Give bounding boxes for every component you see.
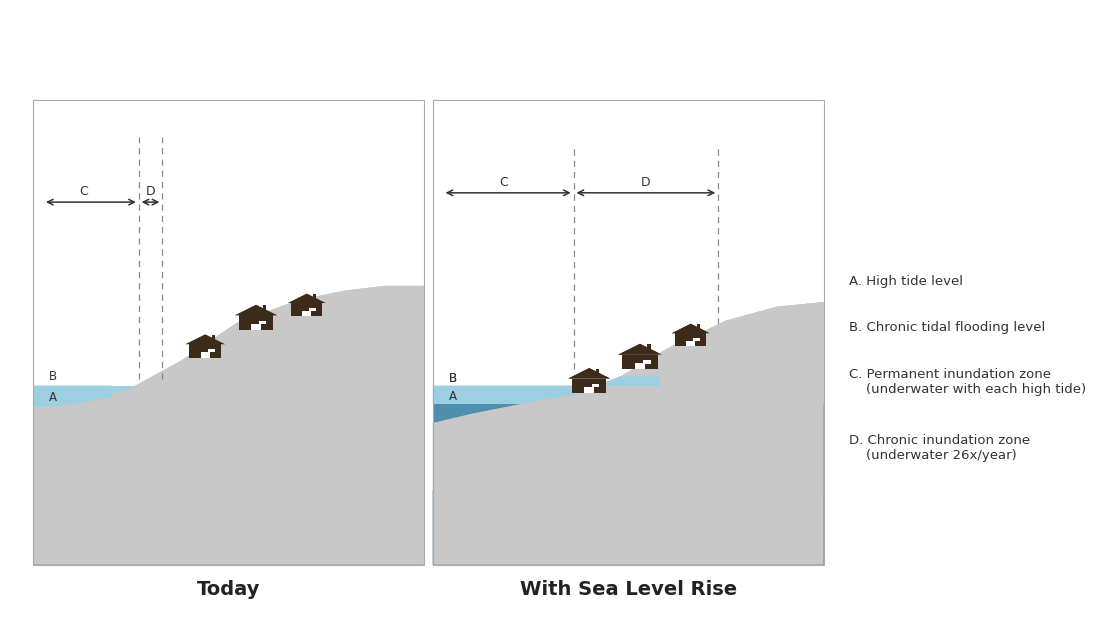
Bar [33, 407, 424, 565]
Bar [697, 324, 700, 329]
Bar [592, 384, 599, 387]
Bar [686, 341, 695, 346]
Text: With Sea Level Rise: With Sea Level Rise [519, 580, 737, 599]
Bar [433, 404, 824, 565]
Bar [697, 324, 700, 329]
Bar [189, 344, 221, 358]
Bar [585, 387, 594, 392]
Polygon shape [33, 386, 111, 407]
Bar [643, 360, 650, 364]
Polygon shape [672, 324, 710, 333]
Bar [596, 369, 599, 374]
Bar [33, 100, 424, 565]
Bar [212, 335, 215, 340]
Polygon shape [234, 305, 278, 315]
Bar [596, 369, 599, 374]
Bar [259, 321, 266, 324]
Bar [694, 338, 700, 341]
Bar [433, 404, 824, 565]
Polygon shape [433, 444, 824, 565]
Bar [208, 349, 215, 353]
Bar [573, 379, 606, 392]
Bar [573, 379, 606, 392]
Text: A: A [49, 391, 57, 404]
Bar [433, 386, 824, 404]
Bar [675, 333, 706, 346]
Bar [686, 341, 695, 346]
Bar [251, 324, 261, 330]
Bar [647, 344, 650, 350]
Polygon shape [433, 376, 659, 404]
Bar [647, 344, 650, 350]
Bar [33, 100, 424, 565]
Polygon shape [33, 458, 424, 565]
Polygon shape [433, 444, 824, 565]
Bar [635, 363, 645, 369]
Polygon shape [33, 286, 424, 565]
Polygon shape [433, 376, 659, 404]
Polygon shape [672, 324, 710, 333]
Polygon shape [185, 334, 225, 344]
Bar [592, 384, 599, 387]
Bar [292, 303, 322, 316]
Bar [643, 360, 650, 364]
Polygon shape [433, 302, 824, 565]
Bar [694, 338, 700, 341]
Text: D. Chronic inundation zone
    (underwater 26x/year): D. Chronic inundation zone (underwater 2… [849, 434, 1030, 462]
Bar [623, 354, 657, 369]
Bar [313, 294, 316, 300]
Text: Today: Today [196, 580, 261, 599]
Polygon shape [618, 344, 662, 354]
Bar [239, 315, 273, 330]
Bar [33, 386, 424, 407]
Bar [433, 404, 824, 565]
Bar [303, 311, 311, 316]
Text: A. High tide level: A. High tide level [849, 275, 963, 288]
Text: B: B [448, 372, 456, 385]
Polygon shape [433, 444, 824, 565]
Text: C. Permanent inundation zone
    (underwater with each high tide): C. Permanent inundation zone (underwater… [849, 368, 1087, 396]
Bar [635, 363, 645, 369]
Polygon shape [568, 368, 611, 379]
Text: C: C [498, 176, 507, 189]
Polygon shape [33, 286, 424, 565]
Bar [675, 333, 706, 346]
Bar [433, 100, 824, 565]
Polygon shape [568, 368, 611, 379]
Polygon shape [33, 386, 111, 407]
Text: C: C [80, 185, 89, 198]
Polygon shape [433, 302, 824, 565]
Bar [310, 308, 316, 311]
Text: A: A [448, 391, 456, 403]
Text: A: A [448, 391, 456, 403]
Bar [585, 387, 594, 392]
Polygon shape [433, 302, 824, 565]
Text: D: D [642, 176, 650, 189]
Text: B. Chronic tidal flooding level: B. Chronic tidal flooding level [849, 321, 1046, 334]
Bar [623, 354, 657, 369]
Text: B: B [448, 372, 456, 385]
Text: D: D [145, 185, 155, 198]
Bar [263, 305, 266, 311]
Bar [201, 352, 210, 358]
Text: B: B [49, 371, 57, 383]
Bar [433, 100, 824, 565]
Polygon shape [287, 293, 326, 303]
Bar [33, 407, 424, 565]
Polygon shape [618, 344, 662, 354]
Polygon shape [33, 458, 424, 565]
